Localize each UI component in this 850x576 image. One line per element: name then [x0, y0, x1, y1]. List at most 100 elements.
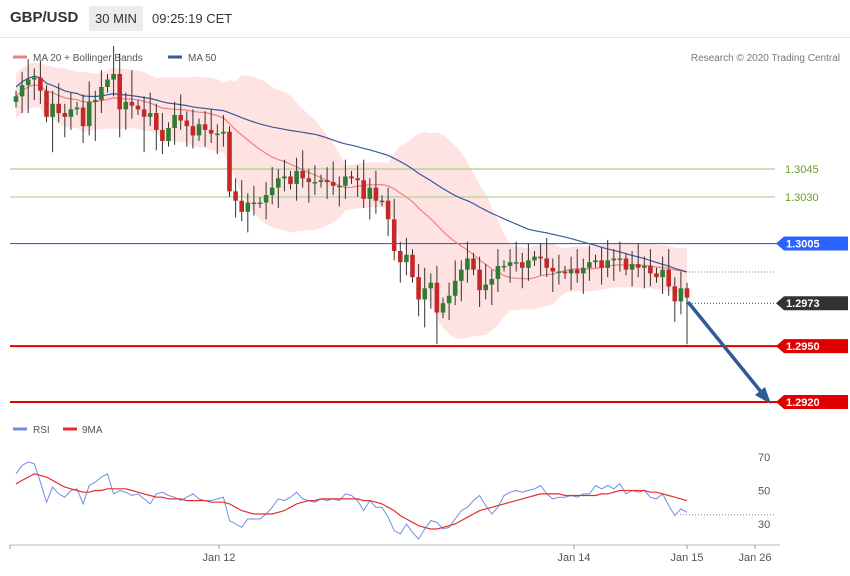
level-label-1-3045: 1.3045	[785, 164, 819, 176]
candle-body	[471, 258, 476, 270]
candle-body	[629, 264, 635, 270]
candle-body	[306, 178, 312, 183]
candle-body	[282, 176, 287, 179]
candle-body	[574, 269, 580, 274]
candle-body	[330, 182, 336, 186]
rsi-panel: 30 50 70	[15, 452, 775, 540]
moving-averages	[15, 75, 688, 280]
candle-body	[367, 187, 373, 199]
candle-body	[434, 282, 440, 313]
level-label-1-2973: 1.2973	[786, 298, 820, 310]
candle-body	[410, 254, 415, 278]
credit-label: Research © 2020 Trading Central	[691, 53, 840, 64]
candle-body	[379, 200, 385, 203]
candle-body	[562, 271, 568, 274]
candle-body	[227, 131, 232, 192]
candle-body	[337, 185, 342, 188]
candle-body	[428, 282, 434, 289]
candle-body	[660, 269, 665, 278]
candle-body	[25, 79, 31, 86]
candle-body	[513, 262, 519, 264]
candle-body	[190, 126, 196, 136]
bollinger-band	[16, 62, 687, 340]
candle-body	[623, 258, 629, 270]
ma50-legend-label: MA 50	[188, 53, 217, 64]
candle-body	[294, 170, 299, 184]
candle-body	[147, 113, 153, 117]
bollinger-band-fill	[16, 62, 687, 340]
candle-body	[123, 101, 129, 110]
candle-body	[38, 77, 43, 91]
candle-body	[489, 278, 495, 285]
level-tag-1-3005	[776, 236, 848, 251]
candle-body	[318, 180, 324, 183]
level-label-1-2920: 1.2920	[786, 397, 820, 409]
candle-body	[300, 170, 305, 179]
candle-body	[684, 288, 690, 298]
candle-body	[672, 286, 678, 302]
rsi-line	[15, 461, 688, 540]
candle-body	[635, 264, 641, 268]
candle-body	[642, 265, 647, 268]
candle-body	[361, 180, 366, 199]
candle-body	[62, 113, 68, 117]
ma50-line	[15, 75, 688, 273]
candle-body	[263, 195, 269, 203]
candle-body	[568, 269, 574, 274]
candle-body	[465, 258, 470, 270]
candle-body	[507, 262, 513, 266]
candle-body	[245, 202, 251, 212]
rsi-tick-70: 70	[758, 452, 770, 464]
time-tick-label: Jan 14	[557, 552, 590, 564]
candle-body	[422, 288, 427, 300]
candle-body	[68, 109, 74, 117]
level-tag-1-2973	[776, 296, 848, 311]
timestamp: 09:25:19 CET	[152, 11, 233, 26]
projection-arrow	[686, 300, 771, 404]
time-axis-ticks: Jan 12 Jan 14 Jan 15 Jan 26	[9, 545, 772, 564]
candle-body	[135, 105, 141, 110]
candle-body	[544, 258, 549, 268]
level-label-1-2950: 1.2950	[786, 341, 820, 353]
level-tag-1-2950	[776, 339, 848, 354]
candle-body	[355, 178, 360, 181]
candle-body	[19, 85, 25, 97]
candle-body	[391, 219, 397, 252]
candle-body	[654, 273, 659, 278]
candle-body	[459, 269, 464, 281]
candle-body	[446, 295, 452, 304]
rsi-legend-label: RSI	[33, 425, 50, 436]
level-tag-1-2920	[776, 395, 848, 409]
level-label-1-3005: 1.3005	[786, 239, 820, 251]
candle-body	[13, 96, 19, 102]
time-tick-label: Jan 12	[202, 552, 235, 564]
candle-body	[324, 180, 330, 183]
ma20-line	[15, 84, 688, 280]
candle-body	[257, 202, 263, 205]
candle-body	[276, 178, 281, 188]
candle-body	[154, 113, 159, 130]
candle-body	[269, 187, 275, 196]
candle-body	[93, 100, 98, 102]
candle-body	[129, 101, 135, 106]
candle-body	[538, 256, 543, 259]
candle-body	[593, 260, 598, 263]
candle-body	[160, 129, 165, 142]
candle-body	[239, 200, 244, 212]
candle-body	[172, 114, 177, 128]
candle-body	[233, 191, 238, 201]
candle-body	[520, 262, 525, 268]
timeframe-button[interactable]: 30 MIN	[89, 6, 143, 31]
candle-body	[99, 86, 104, 101]
candle-body	[251, 202, 257, 205]
candle-body	[208, 129, 214, 134]
candle-body	[404, 254, 409, 263]
candle-body	[648, 265, 653, 274]
rsi-tick-30: 30	[758, 519, 770, 531]
candle-body	[398, 251, 403, 263]
candle-body	[288, 176, 293, 184]
candle-body	[587, 262, 592, 268]
price-levels: 1.3045 1.3030 1.3005 1.2973 1.2950 1.2920	[10, 164, 848, 409]
candle-body	[678, 288, 684, 302]
level-label-1-3030: 1.3030	[785, 192, 819, 204]
